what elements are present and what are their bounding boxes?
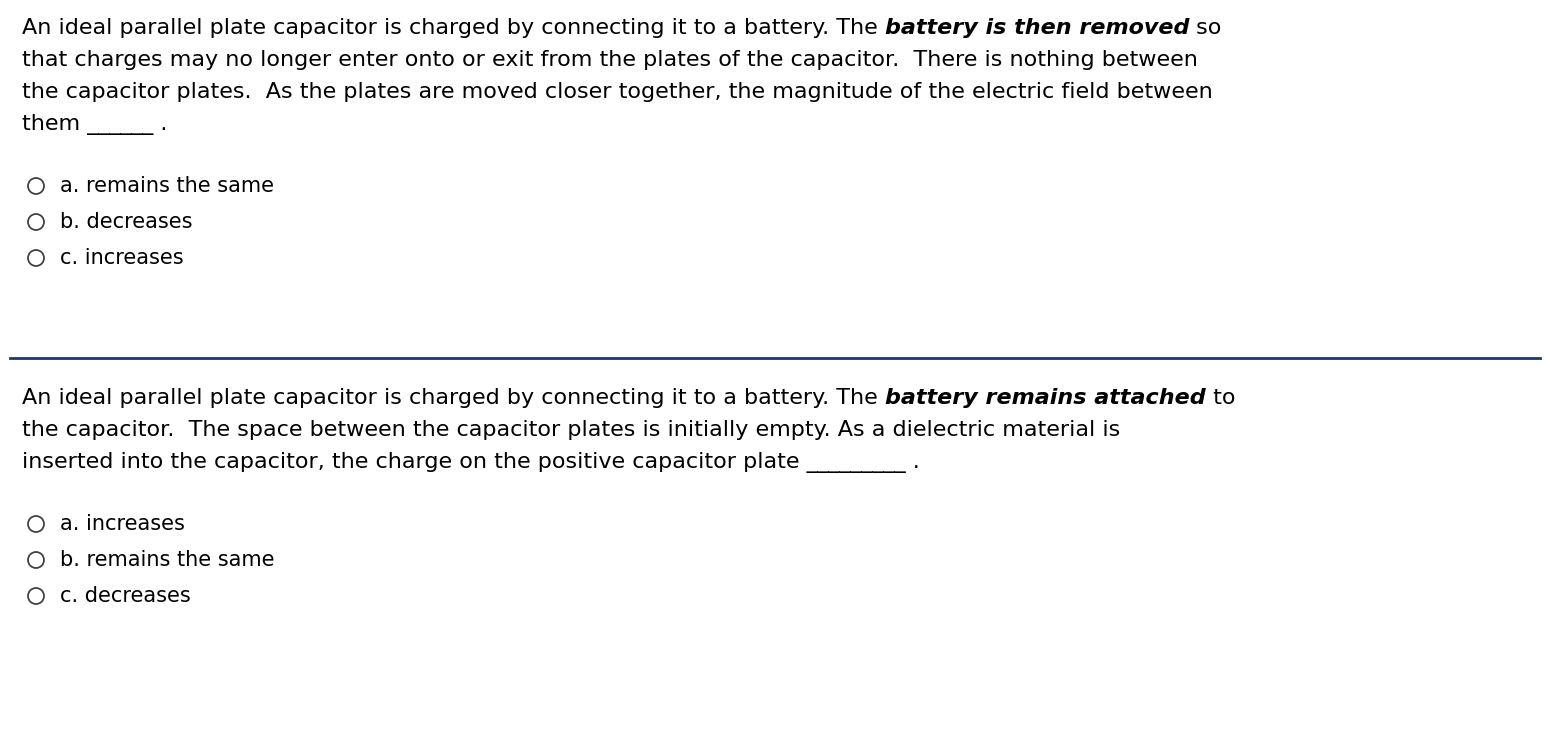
- Text: inserted into the capacitor, the charge on the positive capacitor plate ________: inserted into the capacitor, the charge …: [22, 452, 919, 473]
- Text: b. remains the same: b. remains the same: [60, 550, 274, 570]
- Text: c. decreases: c. decreases: [60, 586, 191, 606]
- Text: them ______ .: them ______ .: [22, 114, 167, 135]
- Text: An ideal parallel plate capacitor is charged by connecting it to a battery. The: An ideal parallel plate capacitor is cha…: [22, 18, 885, 38]
- Text: that charges may no longer enter onto or exit from the plates of the capacitor. : that charges may no longer enter onto or…: [22, 50, 1198, 70]
- Text: An ideal parallel plate capacitor is charged by connecting it to a battery. The: An ideal parallel plate capacitor is cha…: [22, 388, 885, 408]
- Text: so: so: [1189, 18, 1221, 38]
- Text: b. decreases: b. decreases: [60, 212, 192, 232]
- Text: the capacitor.  The space between the capacitor plates is initially empty. As a : the capacitor. The space between the cap…: [22, 420, 1121, 440]
- Text: c. increases: c. increases: [60, 248, 183, 268]
- Text: battery remains attached: battery remains attached: [885, 388, 1206, 408]
- Text: battery is then removed: battery is then removed: [885, 18, 1189, 38]
- Text: to: to: [1206, 388, 1235, 408]
- Text: a. remains the same: a. remains the same: [60, 176, 274, 196]
- Text: a. increases: a. increases: [60, 514, 184, 534]
- Text: the capacitor plates.  As the plates are moved closer together, the magnitude of: the capacitor plates. As the plates are …: [22, 82, 1212, 102]
